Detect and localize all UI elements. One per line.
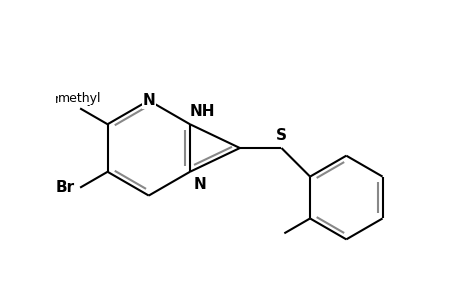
Text: N: N <box>142 93 155 108</box>
Text: S: S <box>275 128 286 142</box>
Text: NH: NH <box>190 104 215 119</box>
Text: N: N <box>193 177 206 192</box>
Text: methyl: methyl <box>54 93 98 106</box>
Text: Br: Br <box>56 180 75 195</box>
Text: methyl: methyl <box>58 92 101 105</box>
